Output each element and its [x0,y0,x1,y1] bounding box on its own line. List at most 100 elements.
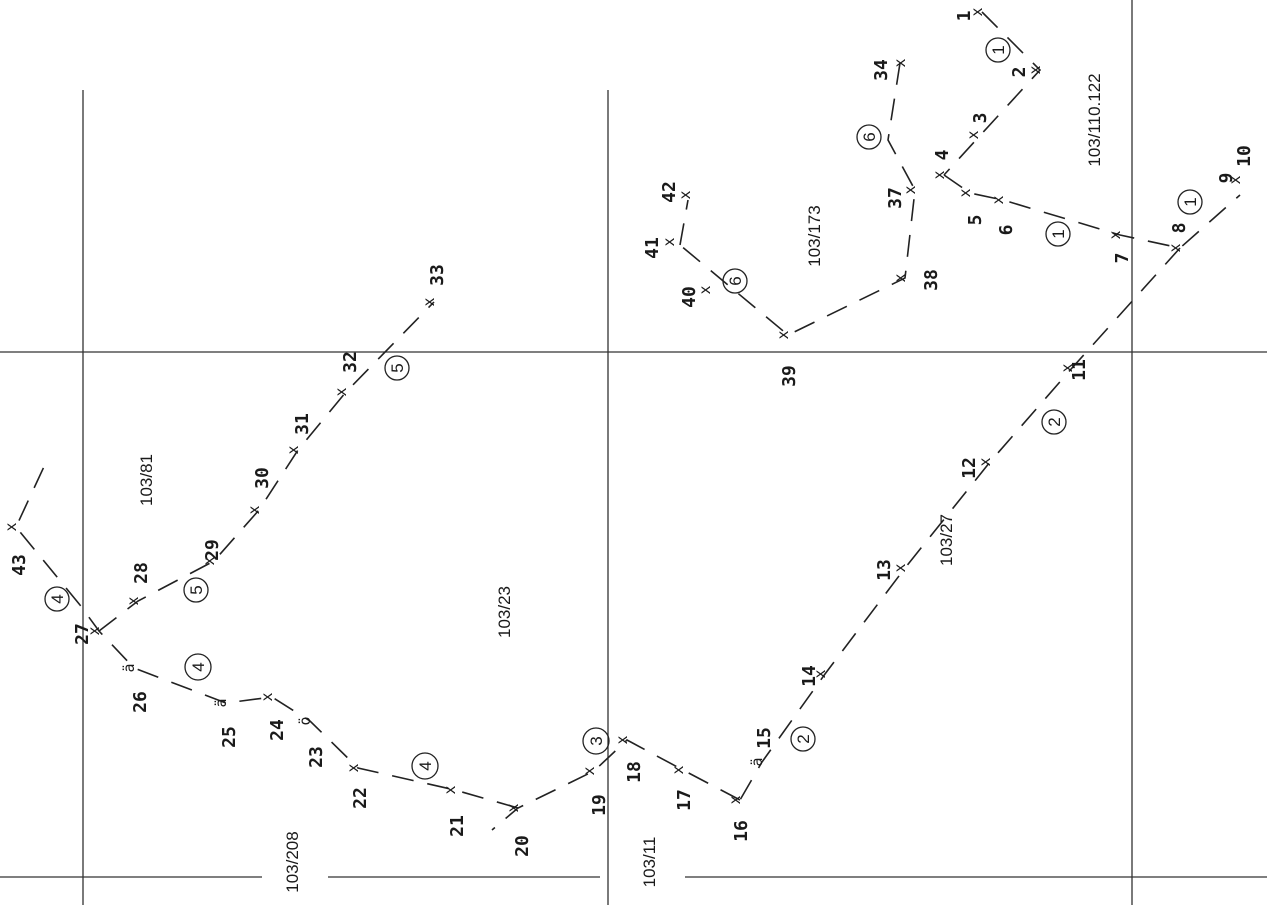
point-label-26: 26 [130,691,151,713]
marker-20: x [504,803,522,812]
segment-circle-5a: 5 [183,577,209,603]
svg-text:1: 1 [1049,229,1068,238]
marker-39: x [774,330,792,339]
marker-19: x [580,766,598,775]
point-label-30: 30 [252,467,273,489]
point-label-3: 3 [970,113,991,124]
marker-22: x [344,763,362,772]
marker-17: x [669,765,687,774]
point-label-21: 21 [447,815,468,837]
parcel-label-103-173: 103/173 [805,205,824,266]
marker-31: x [284,445,302,454]
point-label-12: 12 [959,457,980,479]
segment-circle-2a: 2 [1041,409,1067,435]
marker-8: x [1166,243,1184,252]
svg-text:6: 6 [860,132,879,141]
point-label-13: 13 [874,559,895,581]
marker-32: x [332,387,350,396]
marker-43: x [2,522,20,531]
point-label-28: 28 [131,562,152,584]
marker-42: x [676,190,694,199]
parcel-label-103-27: 103/27 [937,514,956,566]
boundary-segment-5 [98,301,435,632]
boundary-segment-3 [491,739,741,831]
point-label-42: 42 [659,181,680,203]
marker-40: x [696,285,714,294]
point-label-20: 20 [512,835,533,857]
segment-markers: 1 1 1 2 2 3 4 4 [44,37,1203,780]
svg-text:1: 1 [989,45,1008,54]
point-label-17: 17 [674,789,695,811]
svg-text:1: 1 [1181,197,1200,206]
point-label-34: 34 [871,59,892,81]
point-label-38: 38 [921,269,942,291]
point-labels: 1 2 3 4 5 6 7 8 9 10 11 12 13 14 15 16 1… [9,11,1255,857]
parcel-labels: 103/110.122 103/173 103/81 103/23 103/27… [137,73,1104,892]
segment-circle-1c: 1 [1177,189,1203,215]
segment-circle-6b: 6 [722,268,748,294]
svg-text:3: 3 [587,736,606,745]
point-label-8: 8 [1169,223,1190,234]
marker-11: x [1058,363,1076,372]
marker-38: x [891,273,909,282]
parcel-label-103-23: 103/23 [495,586,514,638]
marker-21: x [441,785,459,794]
point-label-43: 43 [9,554,30,576]
marker-2: x [1026,65,1044,74]
point-label-11: 11 [1069,359,1090,381]
segment-circle-1a: 1 [985,37,1011,63]
boundary-segment-1 [943,11,1042,176]
svg-text:6: 6 [726,276,745,285]
marker-28: x [124,596,142,605]
segment-circle-5b: 5 [384,355,410,381]
point-label-40: 40 [679,286,700,308]
boundary-segment-4b [15,457,81,606]
segment-circle-2b: 2 [790,726,816,752]
point-label-14: 14 [799,665,820,687]
marker-10: x [1226,175,1244,184]
point-label-41: 41 [642,237,663,259]
point-label-39: 39 [779,365,800,387]
segment-circle-4b: 4 [184,653,212,681]
svg-text:4: 4 [189,662,208,671]
svg-text:2: 2 [1045,417,1064,426]
svg-text:5: 5 [388,363,407,372]
point-label-10: 10 [1234,145,1255,167]
point-label-2: 2 [1009,67,1030,78]
marker-5: x [956,188,974,197]
marker-27: x [85,626,103,635]
point-label-9: 9 [1216,173,1237,184]
boundary-segment-6b [679,199,689,246]
parcel-label-103-208: 103/208 [283,831,302,892]
segment-circle-3: 3 [582,727,610,755]
point-label-22: 22 [350,787,371,809]
marker-14: x [811,669,829,678]
marker-30: x [245,505,263,514]
point-label-32: 32 [340,351,361,373]
point-label-29: 29 [202,539,223,561]
marker-34: x [891,58,909,67]
point-label-6: 6 [996,225,1017,236]
marker-26: ä [120,663,138,672]
marker-33: x [420,297,438,306]
marker-25: ä [212,698,230,707]
point-label-7: 7 [1112,253,1133,264]
marker-41: x [660,237,678,246]
point-label-24: 24 [267,719,288,741]
point-label-19: 19 [589,794,610,816]
point-label-31: 31 [292,413,313,435]
marker-24: x [258,692,276,701]
segment-circle-6a: 6 [856,124,882,150]
point-label-16: 16 [731,820,752,842]
point-label-4: 4 [932,149,953,160]
point-label-5: 5 [965,215,986,226]
marker-16: x [726,795,744,804]
svg-text:2: 2 [794,734,813,743]
marker-23: ö [296,716,314,725]
svg-text:4: 4 [48,594,67,603]
segment-circle-1b: 1 [1045,221,1071,247]
point-label-23: 23 [306,746,327,768]
svg-text:4: 4 [416,761,435,770]
